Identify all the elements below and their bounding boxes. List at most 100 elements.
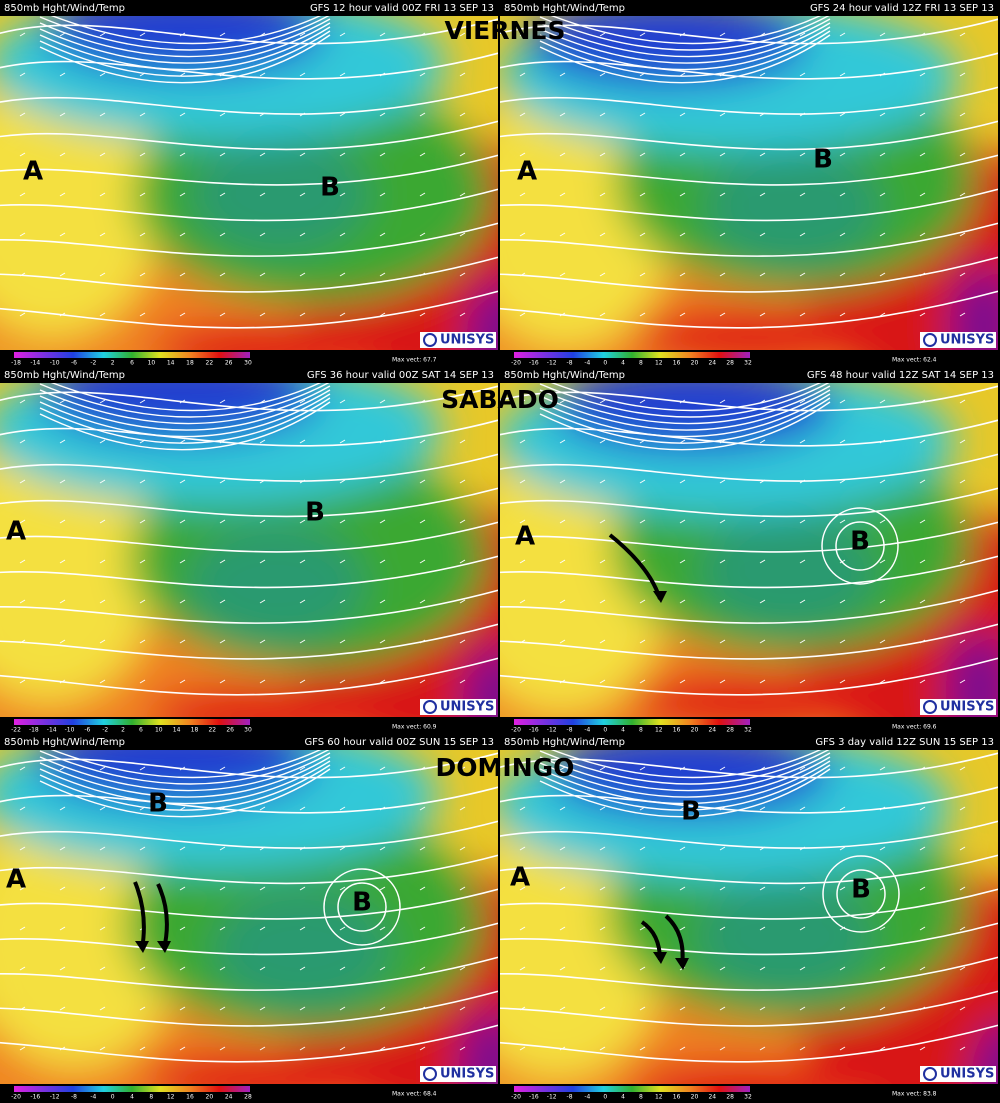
wind-vector	[879, 519, 886, 524]
wind-vector	[759, 766, 766, 771]
wind-vector	[299, 312, 306, 317]
wind-vector	[259, 232, 266, 237]
wind-vector	[919, 519, 926, 524]
temperature-blob	[703, 146, 883, 266]
height-contour	[0, 1024, 498, 1063]
wind-vector	[339, 806, 346, 811]
wind-vector	[19, 1006, 26, 1011]
logo-icon	[923, 1067, 937, 1081]
flow-arrow-head	[675, 958, 689, 970]
height-contour	[500, 990, 998, 1027]
height-contour	[0, 419, 498, 447]
wind-vector	[259, 599, 266, 604]
jet-contour	[539, 30, 831, 77]
wind-vector	[459, 1006, 466, 1011]
wind-vector	[559, 232, 566, 237]
jet-contour	[39, 764, 331, 811]
wind-vector	[419, 479, 426, 484]
pressure-marker: B	[352, 888, 372, 918]
map-panel: 850mb Hght/Wind/Temp GFS 60 hour valid 00…	[0, 734, 500, 1101]
height-contour	[500, 589, 998, 624]
scale-label: 2	[111, 360, 115, 367]
day-label: SABADO	[441, 385, 559, 414]
map-panel: 850mb Hght/Wind/Temp GFS 12 hour valid 00…	[0, 0, 500, 367]
wind-vector	[459, 152, 466, 157]
pressure-marker: B	[850, 527, 870, 557]
wind-vector	[59, 639, 66, 644]
wind-vector	[919, 639, 926, 644]
wind-vector	[379, 192, 386, 197]
scale-label: 20	[691, 727, 699, 734]
wind-vector	[19, 439, 26, 444]
wind-vector	[59, 72, 66, 77]
wind-vector	[519, 1046, 526, 1051]
jet-contour	[539, 18, 831, 58]
wind-vector	[139, 399, 146, 404]
height-contour	[500, 888, 998, 920]
wind-vector	[919, 232, 926, 237]
jet-contour	[39, 760, 331, 805]
wind-vector	[419, 1006, 426, 1011]
scale-label: -6	[71, 360, 77, 367]
wind-vector	[919, 806, 926, 811]
scale-label: -12	[50, 1094, 60, 1101]
wind-vector	[59, 599, 66, 604]
jet-contour	[51, 383, 321, 412]
wind-vector	[759, 232, 766, 237]
wind-vector	[299, 766, 306, 771]
wind-vector	[839, 72, 846, 77]
wind-vector	[419, 399, 426, 404]
max-vector: Max vect: 69.6	[892, 724, 937, 731]
temperature-blob	[699, 511, 879, 631]
wind-vector	[959, 439, 966, 444]
wind-vector	[379, 312, 386, 317]
map-panel: 850mb Hght/Wind/Temp GFS 3 day valid 12Z …	[500, 734, 1000, 1101]
max-vector: Max vect: 60.9	[392, 724, 437, 731]
wind-vector	[379, 479, 386, 484]
wind-vector	[959, 152, 966, 157]
wind-vector	[139, 272, 146, 277]
map-panel: 850mb Hght/Wind/Temp GFS 36 hour valid 00…	[0, 367, 500, 734]
height-contour	[500, 154, 998, 186]
wind-vector	[599, 886, 606, 891]
wind-vector	[419, 599, 426, 604]
wind-vector	[519, 192, 526, 197]
wind-vector	[19, 312, 26, 317]
wind-vector	[919, 1046, 926, 1051]
wind-vector	[719, 1046, 726, 1051]
wind-vector	[379, 439, 386, 444]
wind-vector	[919, 846, 926, 851]
scale-label: -18	[11, 360, 21, 367]
wind-vector	[959, 599, 966, 604]
logo-text: UNISYS	[940, 333, 994, 348]
scale-label: -2	[90, 360, 96, 367]
jet-contour	[539, 752, 831, 792]
wind-vector	[139, 966, 146, 971]
wind-vector	[919, 886, 926, 891]
wind-vector	[759, 1046, 766, 1051]
wind-vector	[219, 232, 226, 237]
wind-vector	[179, 72, 186, 77]
scale-label: -16	[529, 727, 539, 734]
wind-vector	[919, 152, 926, 157]
jet-contour	[39, 30, 331, 77]
wind-vector	[679, 926, 686, 931]
wind-vector	[299, 439, 306, 444]
wind-vector	[879, 1006, 886, 1011]
wind-vector	[219, 806, 226, 811]
scale-label: -4	[584, 360, 590, 367]
wind-vector	[459, 72, 466, 77]
wind-vector	[139, 152, 146, 157]
wind-vector	[559, 966, 566, 971]
wind-vector	[179, 639, 186, 644]
wind-vector	[339, 1006, 346, 1011]
wind-vector	[19, 32, 26, 37]
wind-vector	[559, 439, 566, 444]
wind-vector	[919, 559, 926, 564]
wind-vector	[719, 112, 726, 117]
wind-vector	[339, 1046, 346, 1051]
scale-label: -4	[90, 1094, 96, 1101]
wind-vector	[259, 886, 266, 891]
wind-vector	[219, 926, 226, 931]
wind-vector	[599, 966, 606, 971]
